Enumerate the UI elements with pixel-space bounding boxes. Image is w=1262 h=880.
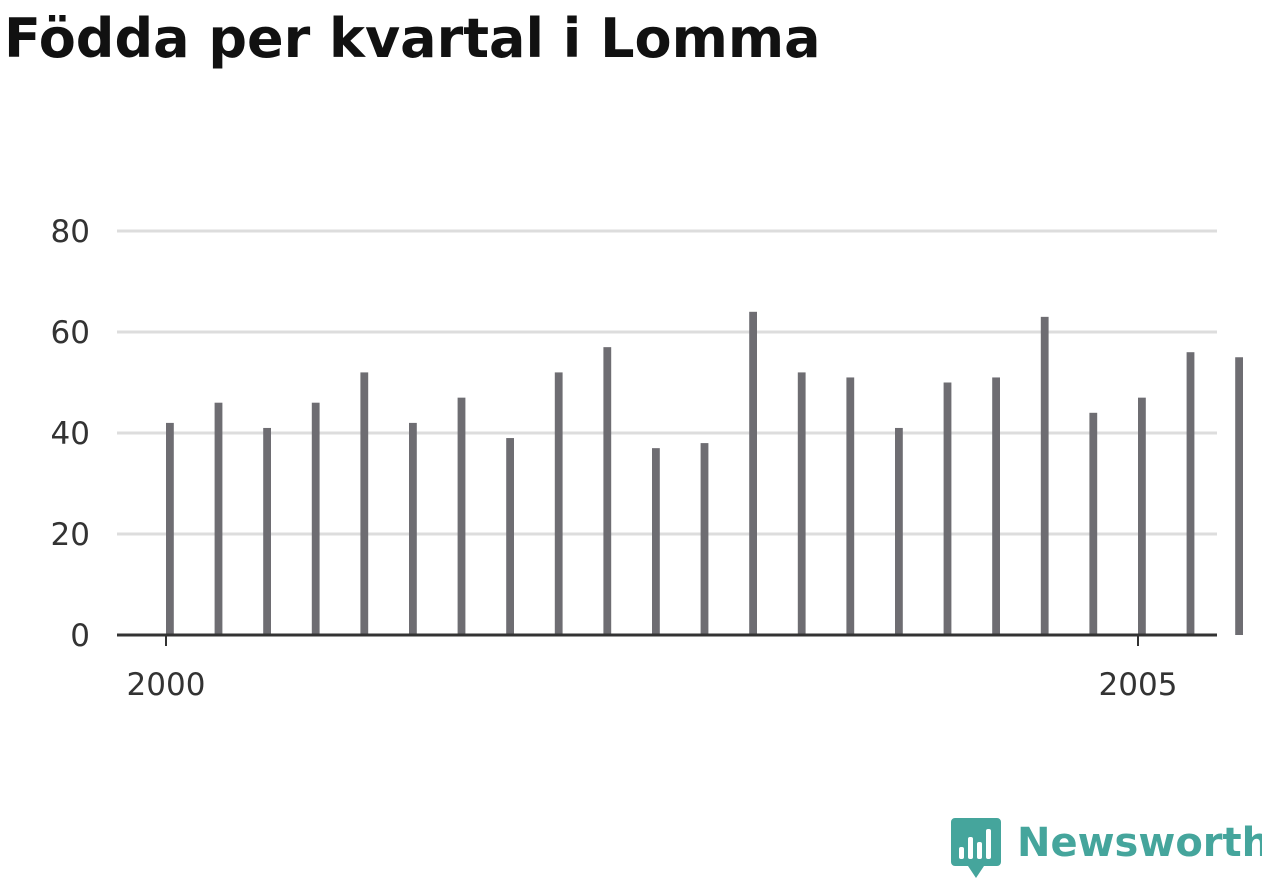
bar: [1235, 357, 1243, 635]
y-tick-label: 0: [70, 618, 90, 654]
bar: [603, 347, 612, 635]
y-tick-label: 40: [51, 416, 90, 452]
bar: [409, 422, 417, 635]
y-tick-label: 80: [51, 214, 90, 250]
brand-name: Newsworthy: [1017, 820, 1262, 866]
bar: [943, 382, 952, 635]
bar: [1089, 412, 1098, 635]
axis-layer: [117, 633, 1217, 646]
bar-chart-speech-bubble-icon: [951, 818, 1001, 878]
bar: [1138, 397, 1146, 635]
bar: [554, 372, 563, 635]
bar: [700, 443, 709, 635]
bar: [360, 372, 369, 635]
bar-layer: [166, 311, 1243, 635]
bar: [895, 427, 903, 635]
y-tick-label: 60: [51, 315, 90, 351]
bar: [263, 427, 271, 635]
bar: [506, 438, 514, 635]
bar: [1040, 316, 1049, 635]
chart-title: Födda per kvartal i Lomma: [4, 7, 821, 70]
bar: [166, 422, 174, 635]
y-tick-label: 20: [51, 517, 90, 553]
bar: [652, 448, 660, 635]
x-tick-label: 2000: [127, 667, 206, 703]
bar: [214, 402, 223, 635]
label-layer: 02040608052200020052010201520202025: [51, 214, 1178, 703]
bar: [457, 397, 466, 635]
bar: [846, 377, 855, 635]
x-tick-label: 2005: [1099, 667, 1178, 703]
bar: [992, 377, 1000, 635]
bar: [797, 372, 806, 635]
grid-layer: [117, 229, 1217, 536]
bar: [1186, 352, 1195, 635]
bar: [749, 311, 757, 635]
bar: [311, 402, 320, 635]
newsworthy-brand: Newsworthy: [951, 818, 1262, 880]
